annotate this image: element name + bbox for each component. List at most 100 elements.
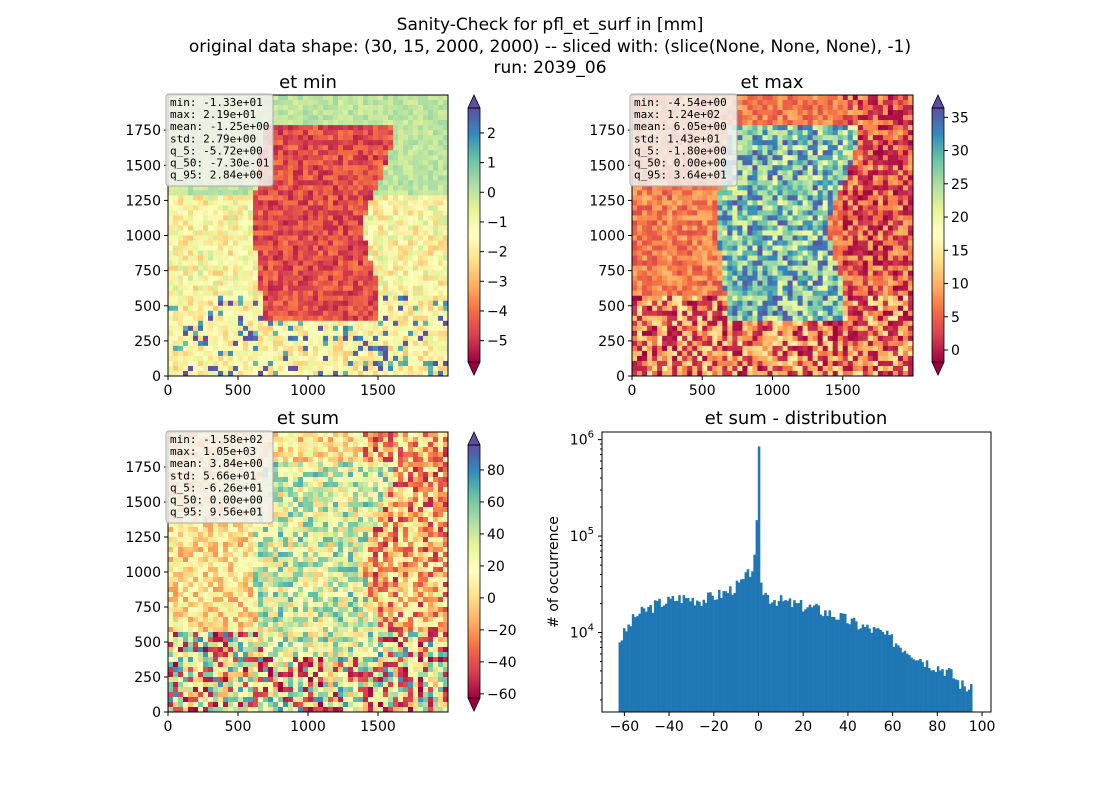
heatmap-cell [423, 120, 429, 126]
heatmap-cell [672, 245, 678, 251]
heatmap-cell [168, 280, 174, 287]
heatmap-cell [887, 150, 894, 156]
heatmap-cell [283, 160, 289, 166]
heatmap-cell [867, 225, 874, 231]
heatmap-cell [358, 145, 364, 151]
heatmap-cell [313, 105, 319, 111]
heatmap-cell [672, 240, 678, 246]
heatmap-cell [278, 335, 284, 342]
heatmap-cell [338, 245, 344, 251]
heatmap-cell [253, 195, 259, 201]
heatmap-cell [902, 175, 909, 181]
heatmap-cell [752, 165, 758, 171]
heatmap-cell [383, 305, 389, 312]
heatmap-cell [373, 255, 379, 261]
heatmap-cell [343, 320, 349, 327]
heatmap-cell [303, 330, 309, 337]
heatmap-cell [423, 295, 429, 302]
heatmap-cell [782, 215, 788, 221]
heatmap-cell [288, 280, 294, 287]
heatmap-cell [358, 180, 364, 186]
heatmap-cell [208, 330, 214, 337]
heatmap-cell [747, 135, 753, 141]
heatmap-cell [293, 260, 299, 267]
heatmap-cell [797, 200, 804, 206]
heatmap-cell [188, 305, 194, 312]
heatmap-cell [882, 145, 889, 151]
heatmap-cell [188, 290, 194, 297]
heatmap-cell [737, 235, 743, 241]
heatmap-cell [777, 105, 783, 111]
heatmap-cell [897, 205, 904, 211]
heatmap-cell [273, 275, 279, 282]
heatmap-cell [308, 245, 314, 251]
heatmap-cell [777, 135, 783, 141]
heatmap-cell [822, 100, 829, 106]
heatmap-cell [882, 165, 889, 171]
heatmap-cell [887, 175, 894, 181]
heatmap-cell [433, 235, 439, 241]
heatmap-cell [428, 150, 434, 156]
heatmap-cell [173, 310, 179, 317]
heatmap-cell [308, 290, 314, 297]
heatmap-cell [892, 205, 899, 211]
heatmap-cell [438, 165, 444, 171]
heatmap-cell [328, 135, 334, 141]
heatmap-cell [183, 310, 189, 317]
heatmap-cell [847, 120, 854, 126]
heatmap-cell [308, 175, 314, 181]
heatmap-cell [707, 245, 713, 251]
heatmap-cell [762, 175, 768, 181]
heatmap-cell [807, 140, 814, 146]
heatmap-cell [398, 175, 404, 181]
heatmap-cell [213, 270, 219, 277]
heatmap-cell [293, 175, 299, 181]
heatmap-cell [363, 165, 369, 171]
heatmap-cell [183, 235, 189, 241]
heatmap-cell [273, 370, 279, 377]
heatmap-cell [752, 135, 758, 141]
heatmap-cell [642, 235, 648, 241]
heatmap-cell [333, 340, 339, 347]
heatmap-cell [333, 160, 339, 166]
heatmap-cell [692, 250, 698, 256]
heatmap-cell [428, 205, 434, 211]
heatmap-cell [218, 235, 224, 241]
heatmap-cell [433, 320, 439, 327]
heatmap-cell [722, 205, 728, 211]
heatmap-cell [852, 215, 859, 221]
heatmap-cell [802, 115, 809, 121]
heatmap-cell [802, 95, 809, 101]
heatmap-cell [662, 235, 668, 241]
heatmap-cell [637, 230, 643, 236]
heatmap-cell [373, 185, 379, 191]
heatmap-cell [323, 225, 329, 231]
heatmap-cell [198, 345, 204, 352]
heatmap-cell [682, 225, 688, 231]
heatmap-cell [243, 330, 249, 337]
heatmap-cell [707, 195, 713, 201]
heatmap-cell [877, 140, 884, 146]
heatmap-cell [852, 110, 859, 116]
heatmap-cell [747, 95, 753, 101]
heatmap-cell [258, 235, 264, 241]
heatmap-cell [353, 220, 359, 226]
heatmap-cell [173, 350, 179, 357]
heatmap-cell [313, 115, 319, 121]
heatmap-cell [722, 245, 728, 251]
heatmap-cell [822, 220, 829, 226]
heatmap-cell [228, 225, 234, 231]
heatmap-cell [193, 300, 199, 307]
heatmap-cell [822, 125, 829, 131]
heatmap-cell [303, 345, 309, 352]
heatmap-cell [328, 190, 334, 196]
heatmap-cell [388, 185, 394, 191]
heatmap-cell [897, 165, 904, 171]
heatmap-cell [692, 220, 698, 226]
heatmap-cell [383, 240, 389, 246]
heatmap-cell [443, 195, 449, 201]
heatmap-cell [328, 265, 334, 272]
heatmap-cell [208, 250, 214, 256]
heatmap-cell [802, 155, 809, 161]
heatmap-cell [752, 245, 758, 251]
